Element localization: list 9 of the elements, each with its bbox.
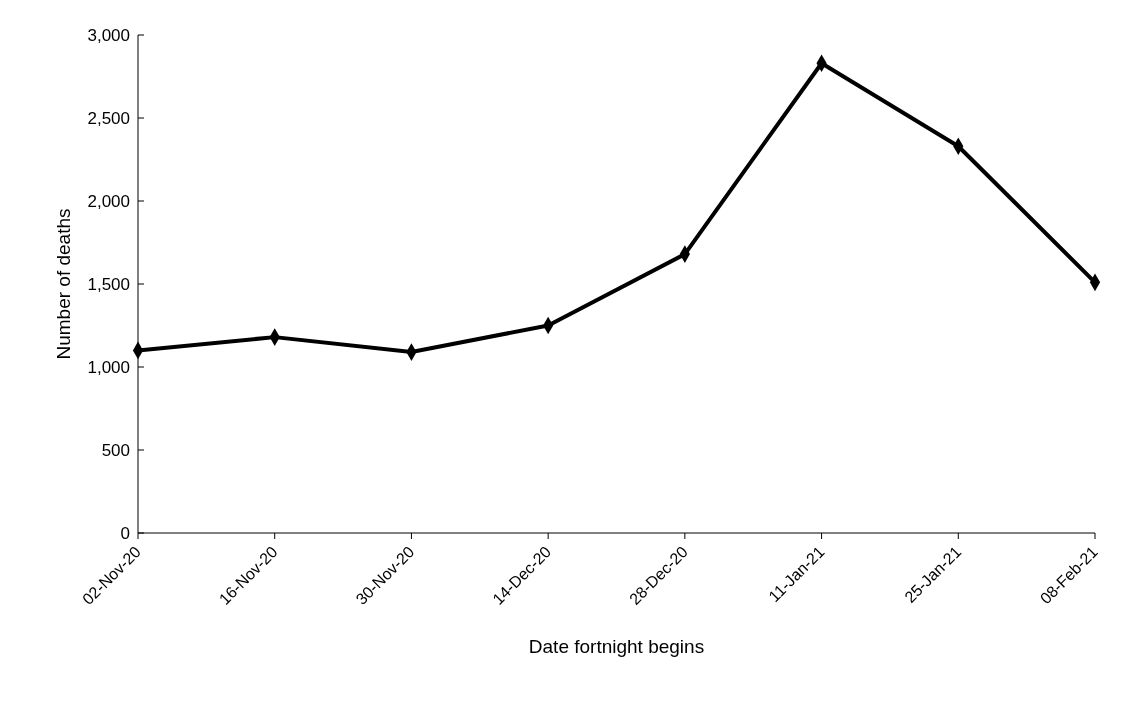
y-tick-label: 500 [101, 440, 130, 460]
y-tick-label: 2,500 [87, 108, 130, 128]
x-axis-title: Date fortnight begins [528, 636, 705, 657]
y-tick-label: 3,000 [87, 25, 130, 45]
y-axis-title: Number of deaths [52, 208, 74, 360]
y-tick-label: 2,000 [87, 191, 130, 211]
y-tick-label: 1,000 [87, 357, 130, 377]
y-tick-label: 1,500 [87, 274, 130, 294]
y-tick-label: 0 [120, 523, 130, 543]
